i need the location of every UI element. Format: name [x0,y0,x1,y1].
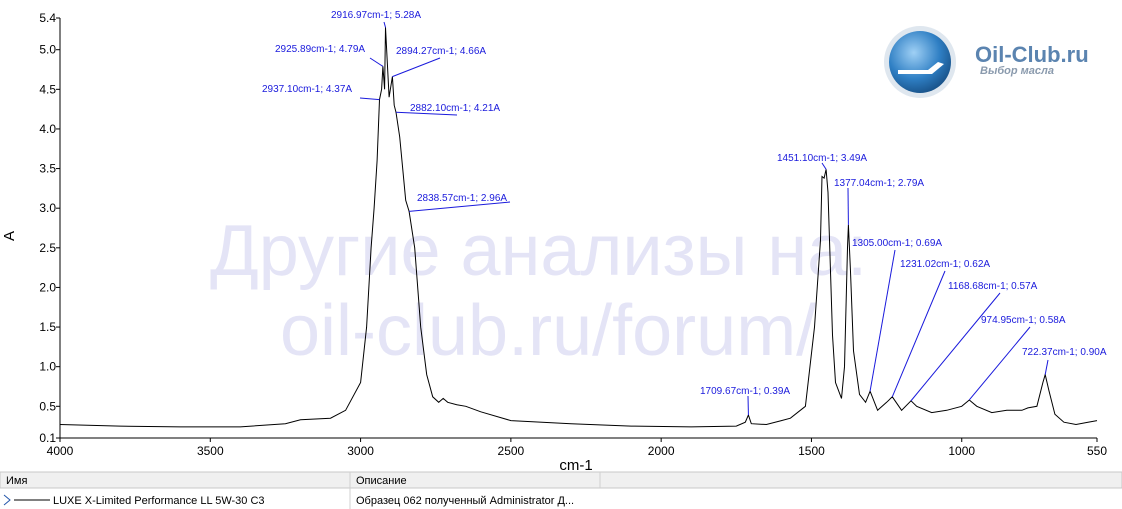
y-tick-label: 2.0 [39,280,56,294]
annotation-leader [869,249,896,392]
annotation-label: 722.37cm-1; 0.90A [1022,347,1107,358]
column-header: Описание [356,475,407,487]
annotation-leader [891,270,946,397]
annotation-label: 2838.57cm-1; 2.96A [417,193,507,204]
annotation-label: 2937.10cm-1; 4.37A [262,84,352,95]
x-tick-label: 4000 [47,444,74,458]
y-tick-label: 0.1 [39,431,56,445]
x-tick-label: 3000 [347,444,374,458]
x-tick-label: 2500 [498,444,525,458]
annotation-leader [821,162,827,170]
annotation-label: 2916.97cm-1; 5.28A [331,10,421,21]
y-tick-label: 5.0 [39,43,56,57]
spectrum-line [59,27,1098,428]
x-tick-label: 1000 [948,444,975,458]
logo-icon [889,31,951,93]
row-pointer [3,494,11,506]
annotation-label: 1709.67cm-1; 0.39A [700,386,790,397]
watermark: oil-club.ru/forum/ [280,291,816,371]
annotation-label: 1451.10cm-1; 3.49A [777,153,867,164]
annotation-leader [968,326,1031,401]
annotation-label: 1231.02cm-1; 0.62A [900,259,990,270]
y-tick-label: 0.5 [39,399,56,413]
table-cell[interactable]: Образец 062 полученный Administrator Д..… [356,495,574,507]
y-tick-label: 1.5 [39,320,56,334]
annotation-label: 974.95cm-1; 0.58A [981,315,1066,326]
annotation-label: 2925.89cm-1; 4.79A [275,44,365,55]
annotation-leader [1044,359,1049,375]
annotation-leader [359,97,380,101]
logo-title: Oil-Club.ru [975,42,1089,67]
annotation-leader [383,21,387,28]
annotation-leader [395,111,458,116]
annotation-label: 1168.68cm-1; 0.57A [948,281,1038,292]
x-tick-label: 2000 [648,444,675,458]
watermark: Другие анализы на: [210,211,867,291]
legend-entry[interactable]: LUXE X-Limited Performance LL 5W-30 C3 [53,495,265,507]
y-tick-label: 3.5 [39,162,56,176]
annotation-leader [910,292,1001,402]
x-tick-label: 3500 [197,444,224,458]
y-tick-label: 2.5 [39,241,56,255]
x-tick-label: 550 [1087,444,1107,458]
annotation-label: 1377.04cm-1; 2.79A [834,178,924,189]
y-tick-label: 3.0 [39,201,56,215]
annotation-label: 1305.00cm-1; 0.69A [852,238,942,249]
annotation-leader [369,57,384,67]
x-tick-label: 1500 [798,444,825,458]
annotation-label: 2894.27cm-1; 4.66A [396,46,486,57]
x-axis-label: cm-1 [559,457,592,474]
table-header [0,471,1122,489]
y-tick-label: 4.5 [39,82,56,96]
y-axis-label: A [1,231,18,241]
logo-subtitle: Выбор масла [980,65,1054,77]
annotation-leader [392,57,441,78]
logo-can [898,62,944,74]
column-header: Имя [6,475,27,487]
annotation-label: 2882.10cm-1; 4.21A [410,103,500,114]
y-tick-label: 4.0 [39,122,56,136]
annotation-leader [409,201,511,212]
y-tick-label: 5.4 [39,11,56,25]
y-tick-label: 1.0 [39,360,56,374]
